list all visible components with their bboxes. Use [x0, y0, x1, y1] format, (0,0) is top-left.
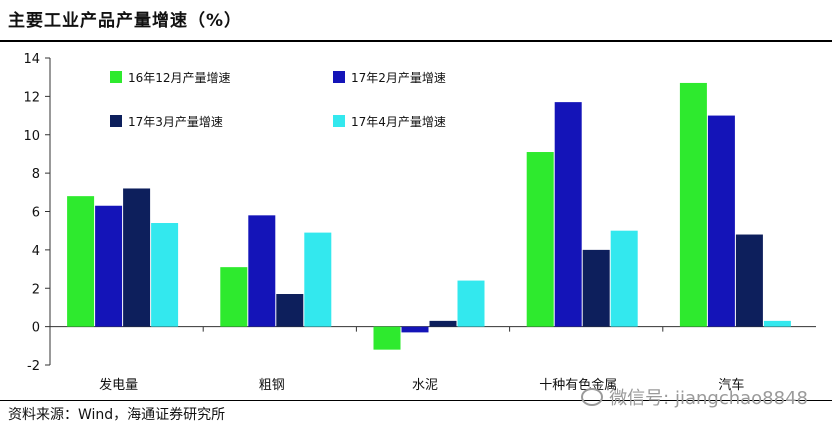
footer-divider — [0, 400, 832, 401]
wechat-icon — [581, 388, 604, 406]
y-tick-label: 6 — [32, 206, 40, 221]
y-tick-label: 2 — [32, 282, 40, 297]
bar — [67, 196, 95, 327]
y-tick-label: 8 — [32, 167, 40, 182]
x-category-label: 发电量 — [99, 377, 138, 393]
legend-swatch — [333, 71, 345, 83]
bar — [526, 152, 554, 327]
legend-label: 17年4月产量增速 — [351, 115, 446, 129]
x-category-label: 汽车 — [718, 377, 744, 393]
bar — [220, 267, 248, 327]
bar — [401, 326, 429, 333]
legend-label: 17年3月产量增速 — [128, 115, 223, 129]
bar — [123, 188, 151, 327]
y-tick-label: 12 — [23, 90, 40, 105]
bar — [707, 115, 735, 327]
legend-label: 17年2月产量增速 — [351, 71, 446, 85]
bar — [457, 280, 485, 327]
legend-label: 16年12月产量增速 — [128, 71, 231, 85]
bar — [763, 320, 791, 327]
bar — [95, 205, 123, 327]
legend-swatch — [110, 115, 122, 127]
y-tick-label: -2 — [27, 359, 40, 374]
bar — [679, 82, 707, 327]
watermark: 微信号: jiangchao8848 — [581, 384, 808, 410]
y-tick-label: 10 — [23, 129, 40, 144]
chart-title: 主要工业产品产量增速（%） — [8, 11, 243, 31]
bar — [610, 230, 638, 327]
bar — [151, 223, 179, 327]
bar — [276, 294, 304, 327]
y-tick-label: 0 — [32, 321, 40, 336]
title-divider — [0, 40, 832, 42]
bar — [735, 234, 763, 327]
y-tick-label: 4 — [32, 244, 40, 259]
x-category-label: 粗钢 — [259, 378, 285, 393]
bar — [429, 320, 457, 327]
bar — [582, 249, 610, 327]
bar — [554, 102, 582, 327]
legend-swatch — [110, 71, 122, 83]
bar — [373, 326, 401, 350]
legend-swatch — [333, 115, 345, 127]
source-note: 资料来源：Wind，海通证券研究所 — [8, 407, 226, 423]
bar — [248, 215, 276, 327]
bar — [304, 232, 332, 327]
watermark-text: 微信号: jiangchao8848 — [609, 388, 808, 409]
x-category-label: 水泥 — [412, 378, 438, 393]
y-tick-label: 14 — [23, 52, 40, 67]
